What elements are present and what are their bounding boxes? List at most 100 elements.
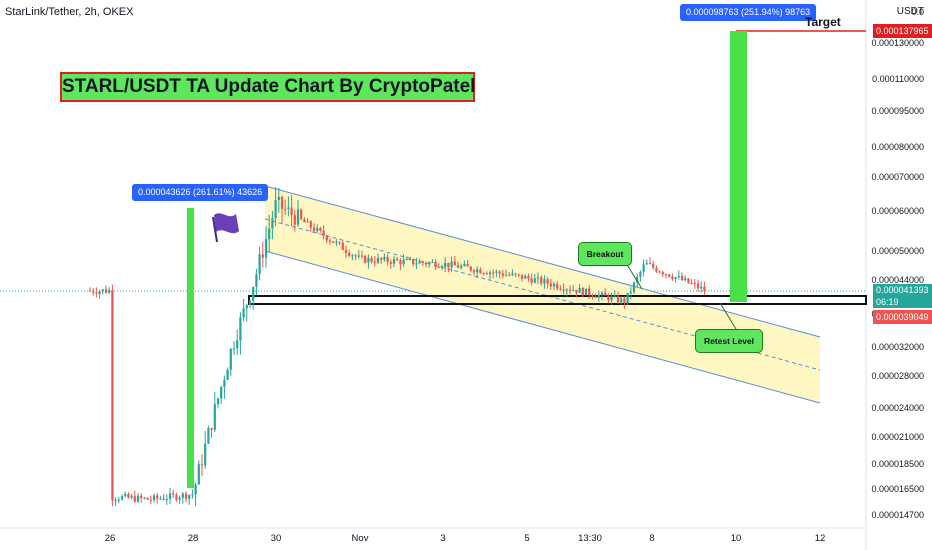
candle-body [648, 263, 652, 265]
candle-body [312, 227, 316, 231]
candle-body [466, 264, 469, 267]
candle-body [437, 267, 440, 269]
candle-body [517, 274, 520, 276]
price-tick-label: 0.000018500 [871, 459, 924, 469]
candle-body [104, 289, 108, 293]
candle-body [668, 274, 671, 277]
candle-body [504, 274, 508, 276]
candle-body [127, 494, 130, 498]
bar-countdown: 06:19 [876, 297, 899, 307]
candle-body [642, 264, 645, 272]
candle-body [645, 263, 648, 265]
candle-body [383, 257, 386, 260]
candle-body [616, 295, 620, 303]
candle-body [479, 269, 482, 274]
candle-body [143, 497, 146, 499]
candle-body [460, 265, 463, 268]
candle-body [623, 298, 626, 304]
candle-body [450, 261, 453, 268]
candle-body [514, 273, 517, 275]
candle-body [408, 259, 412, 261]
candle-body [239, 317, 242, 341]
candle-body [562, 289, 565, 291]
candle-body [527, 276, 530, 279]
candle-body [255, 274, 258, 288]
candle-body [533, 278, 536, 283]
time-tick-label: 28 [187, 533, 199, 544]
candle-body [604, 292, 607, 296]
candle-body [124, 494, 127, 497]
candle-body [600, 292, 604, 295]
candle-body [584, 288, 588, 296]
candle-body [565, 289, 568, 291]
candle-body [146, 497, 149, 500]
candle-body [293, 215, 296, 225]
candle-body [594, 296, 597, 298]
breakout-callout: Breakout [578, 242, 632, 266]
candle-body [396, 259, 399, 261]
candle-body [156, 495, 159, 499]
candle-body [680, 276, 684, 281]
candle-body [434, 261, 437, 268]
candle-body [658, 271, 661, 273]
candle-body [309, 221, 312, 228]
price-tick-label: 0.000095000 [871, 106, 924, 116]
candle-body [620, 298, 623, 303]
candle-body [677, 276, 680, 278]
candle-body [543, 279, 546, 284]
candle-body [344, 249, 348, 253]
candle-body [568, 289, 572, 291]
candle-body [136, 495, 140, 502]
candle-body [114, 499, 117, 501]
candle-body [447, 262, 450, 268]
channel-upper-line [264, 185, 821, 338]
price-tick-label: 0.000060000 [871, 206, 924, 216]
candle-body [472, 270, 476, 273]
currency-label: USDT [896, 6, 924, 17]
candle-body [200, 464, 204, 466]
candle-body [520, 274, 524, 279]
candle-body [130, 496, 133, 498]
candle-body [168, 493, 172, 500]
candle-body [181, 493, 184, 498]
candle-body [303, 219, 306, 223]
candle-body [652, 263, 655, 268]
candle-body [431, 261, 434, 263]
candle-body [671, 276, 674, 279]
candle-body [280, 196, 284, 209]
price-tick-label: 0.000016500 [871, 484, 924, 494]
candle-body [370, 257, 373, 262]
candlestick-series [88, 187, 706, 507]
candle-body [258, 254, 261, 275]
candle-body [354, 255, 357, 257]
candle-body [632, 282, 636, 292]
support-zone-box [248, 295, 867, 305]
candle-body [389, 261, 392, 264]
candle-body [194, 484, 197, 495]
candle-body [476, 269, 479, 273]
current-price-tag: 0.000041393 06:19 [873, 284, 932, 308]
retest-pointer [719, 302, 737, 330]
candle-body [159, 498, 162, 500]
candle-body [540, 277, 543, 284]
candle-body [328, 240, 332, 242]
candle-body [664, 274, 668, 276]
price-tick-label: 0.000028000 [871, 371, 924, 381]
candle-body [424, 262, 428, 265]
candle-body [655, 267, 658, 272]
candle-body [117, 499, 120, 501]
candle-body [149, 499, 152, 501]
candle-body [232, 348, 236, 350]
time-tick-label: 30 [270, 533, 282, 544]
candle-body [364, 255, 367, 263]
candle-body [274, 200, 277, 219]
candle-body [636, 276, 639, 283]
candle-body [316, 227, 319, 231]
candle-body [501, 273, 504, 276]
candle-body [626, 293, 629, 304]
candle-body [421, 261, 424, 263]
candle-body [412, 259, 415, 265]
candle-body [546, 279, 549, 284]
